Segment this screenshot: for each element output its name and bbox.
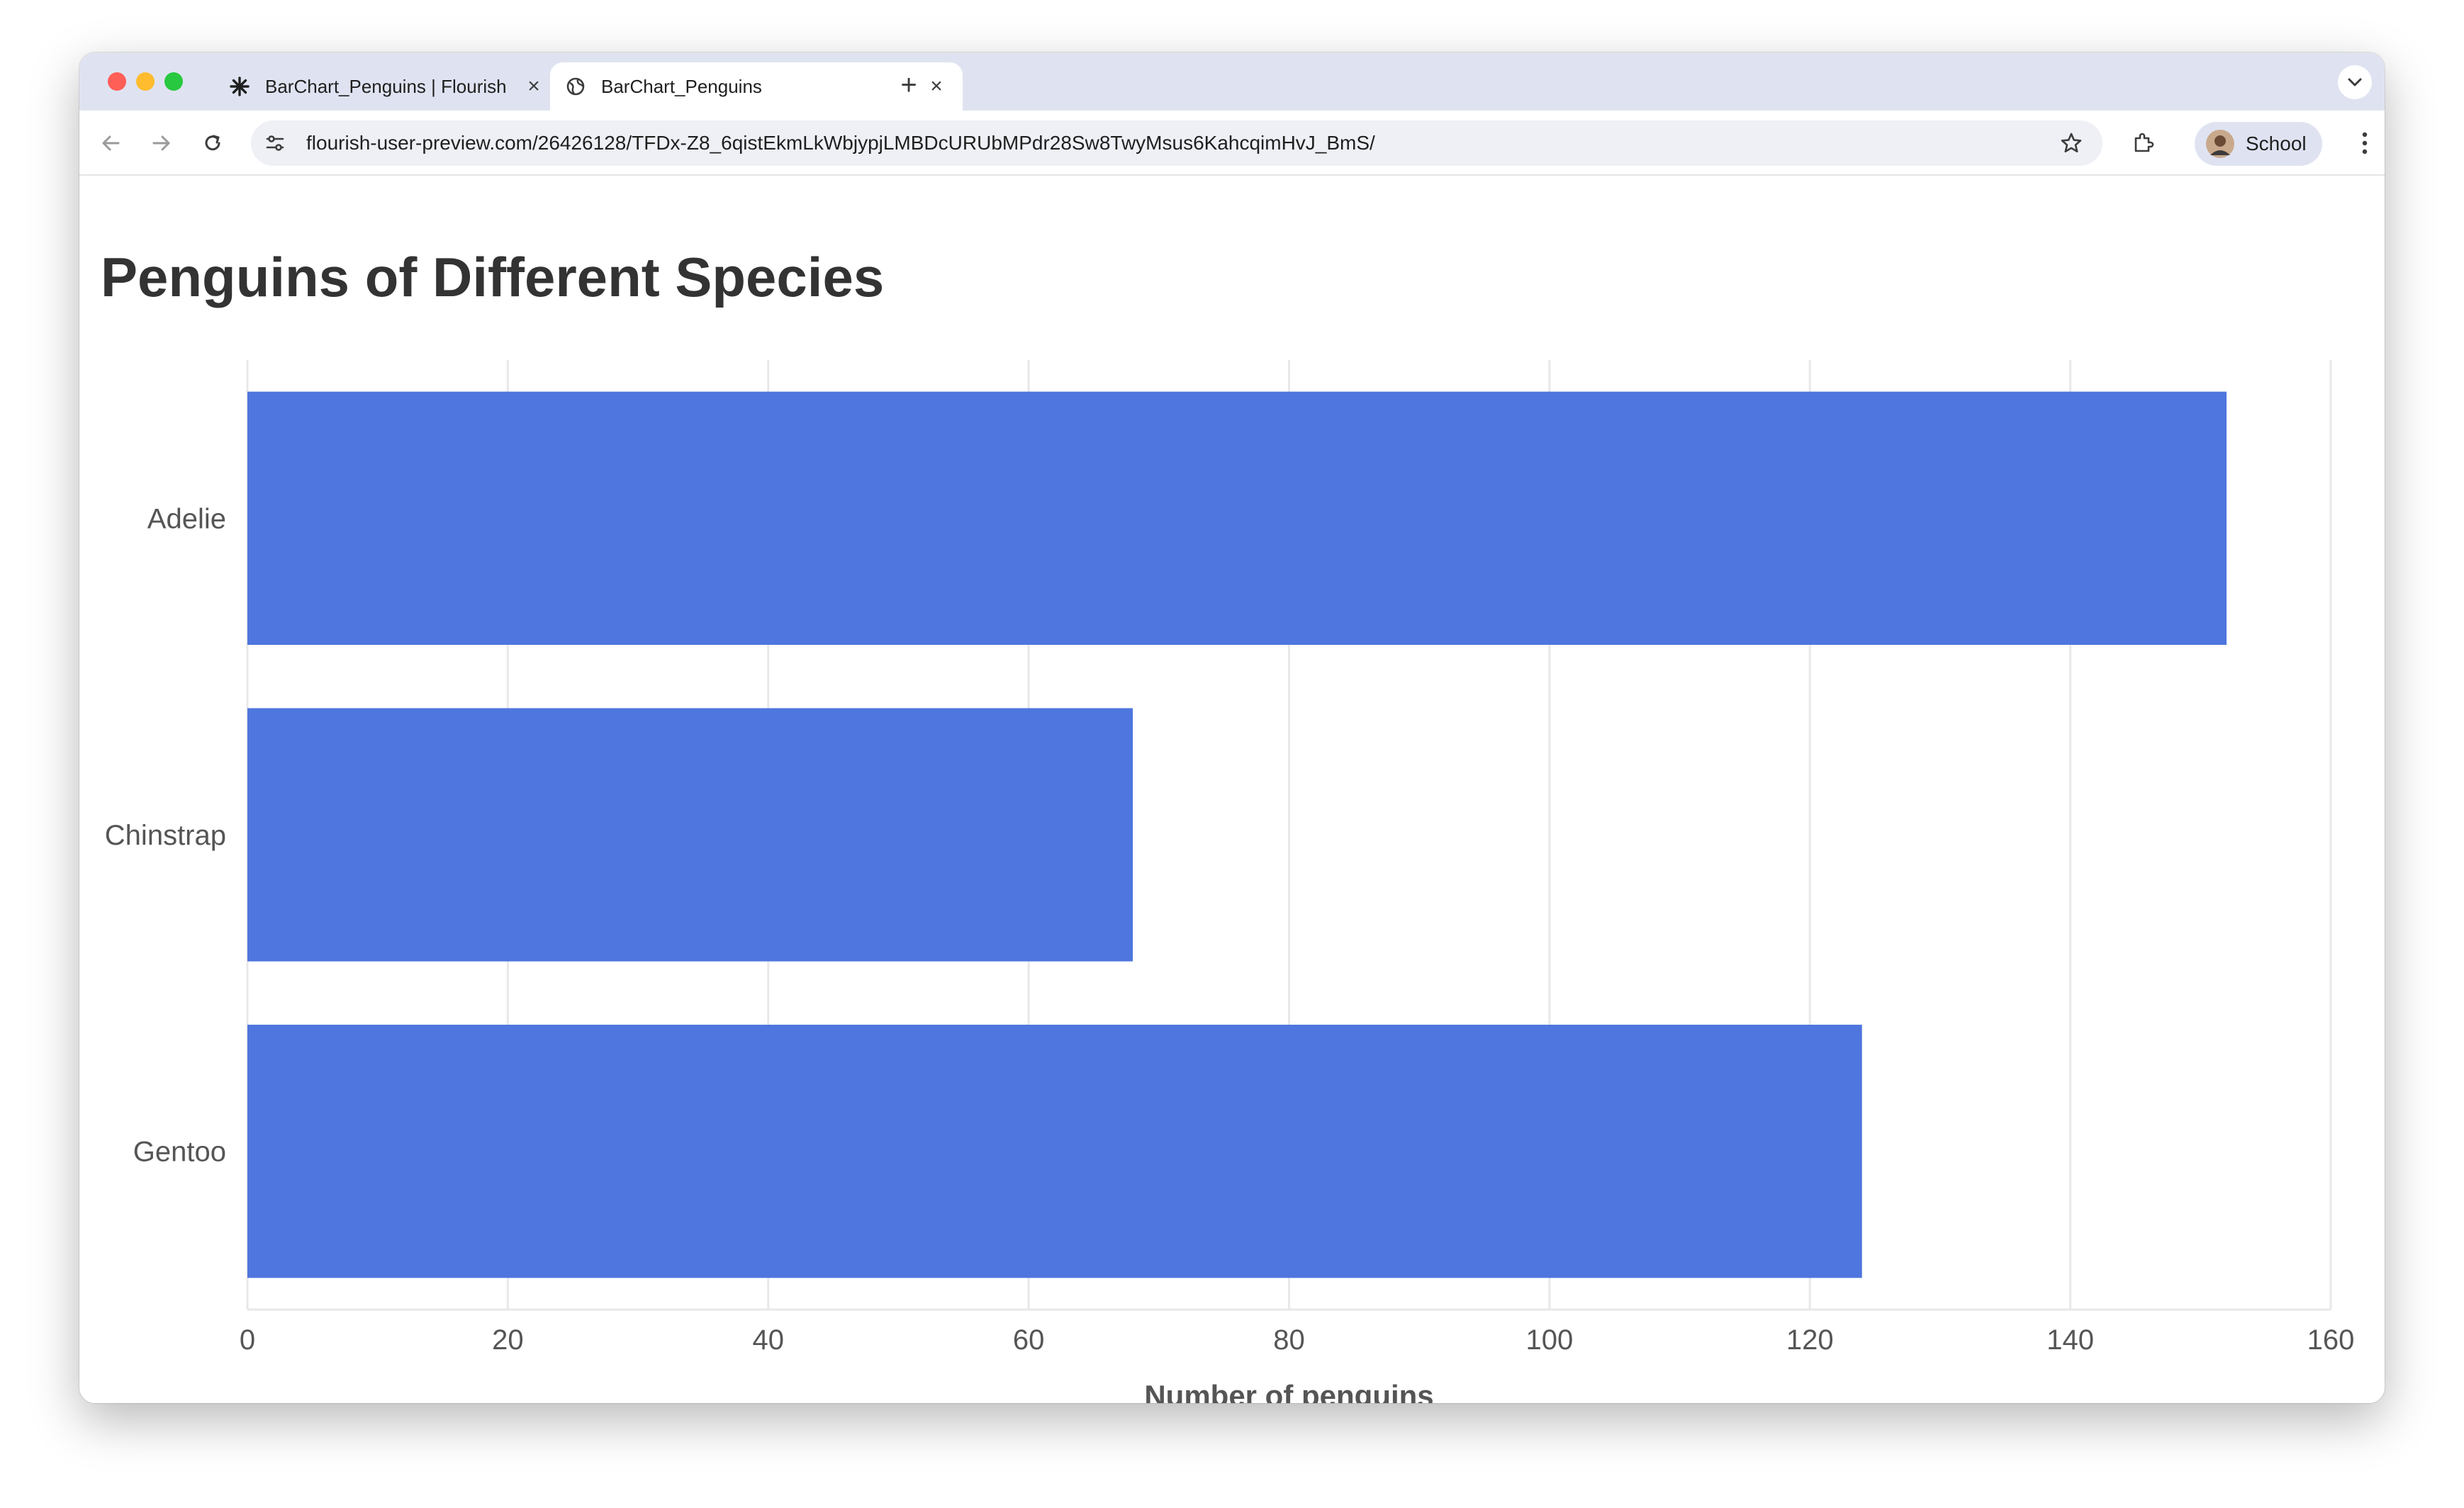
avatar bbox=[2206, 130, 2234, 158]
url-text[interactable]: flourish-user-preview.com/26426128/TFDx-… bbox=[306, 132, 1375, 154]
category-label: Gentoo bbox=[133, 1137, 226, 1168]
bar-chart: Adelie Chinstrap Gentoo 0 20 40 60 80 100 120 140 1… bbox=[105, 360, 2355, 1403]
bar-chinstrap bbox=[247, 708, 1133, 962]
globe-icon bbox=[566, 77, 586, 96]
x-tick-label: 140 bbox=[2046, 1324, 2094, 1356]
profile-button[interactable]: School bbox=[2195, 122, 2322, 166]
page-content: Penguins of Different Species Adelie Chin… bbox=[79, 176, 2385, 1403]
x-axis-title: Number of penguins bbox=[1144, 1379, 1433, 1403]
more-menu-icon[interactable] bbox=[2351, 126, 2379, 160]
browser-window: BarChart_Penguins | Flourish × BarChart_… bbox=[79, 52, 2385, 1403]
x-tick-label: 80 bbox=[1273, 1324, 1305, 1356]
chart-title: Penguins of Different Species bbox=[101, 246, 885, 308]
category-label: Adelie bbox=[147, 503, 226, 534]
tab-search-chevron-icon[interactable] bbox=[2338, 65, 2372, 99]
x-tick-label: 160 bbox=[2307, 1324, 2355, 1356]
x-tick-label: 0 bbox=[240, 1324, 255, 1356]
close-tab-icon[interactable]: × bbox=[527, 74, 540, 98]
minimize-window-button[interactable] bbox=[136, 72, 155, 91]
bookmark-star-icon[interactable] bbox=[2056, 128, 2087, 159]
tab-flourish[interactable]: BarChart_Penguins | Flourish × bbox=[214, 62, 625, 111]
tab-bar: BarChart_Penguins | Flourish × BarChart_… bbox=[79, 52, 2385, 111]
close-window-button[interactable] bbox=[108, 72, 126, 91]
tab-barchart-penguins[interactable]: BarChart_Penguins × bbox=[550, 62, 963, 111]
x-tick-label: 100 bbox=[1526, 1324, 1574, 1356]
bar-adelie bbox=[247, 391, 2227, 645]
new-tab-button[interactable]: + bbox=[900, 69, 917, 101]
forward-arrow-icon[interactable] bbox=[145, 126, 179, 160]
site-settings-icon[interactable] bbox=[261, 129, 289, 157]
x-tick-label: 40 bbox=[753, 1324, 785, 1356]
category-label: Chinstrap bbox=[105, 820, 226, 851]
profile-label: School bbox=[2246, 133, 2307, 154]
maximize-window-button[interactable] bbox=[164, 72, 183, 91]
browser-toolbar: flourish-user-preview.com/26426128/TFDx-… bbox=[79, 111, 2385, 176]
tab-title: BarChart_Penguins | Flourish bbox=[265, 75, 507, 97]
address-bar[interactable]: flourish-user-preview.com/26426128/TFDx-… bbox=[251, 120, 2102, 166]
x-tick-label: 60 bbox=[1013, 1324, 1045, 1356]
flourish-asterisk-icon bbox=[230, 77, 250, 96]
x-tick-label: 20 bbox=[492, 1324, 524, 1356]
extensions-puzzle-icon[interactable] bbox=[2127, 126, 2161, 160]
tab-title: BarChart_Penguins bbox=[601, 75, 762, 97]
bar-gentoo bbox=[247, 1025, 1862, 1278]
reload-icon[interactable] bbox=[196, 126, 230, 160]
x-tick-label: 120 bbox=[1786, 1324, 1834, 1356]
back-arrow-icon[interactable] bbox=[94, 126, 128, 160]
close-tab-icon[interactable]: × bbox=[930, 74, 943, 98]
